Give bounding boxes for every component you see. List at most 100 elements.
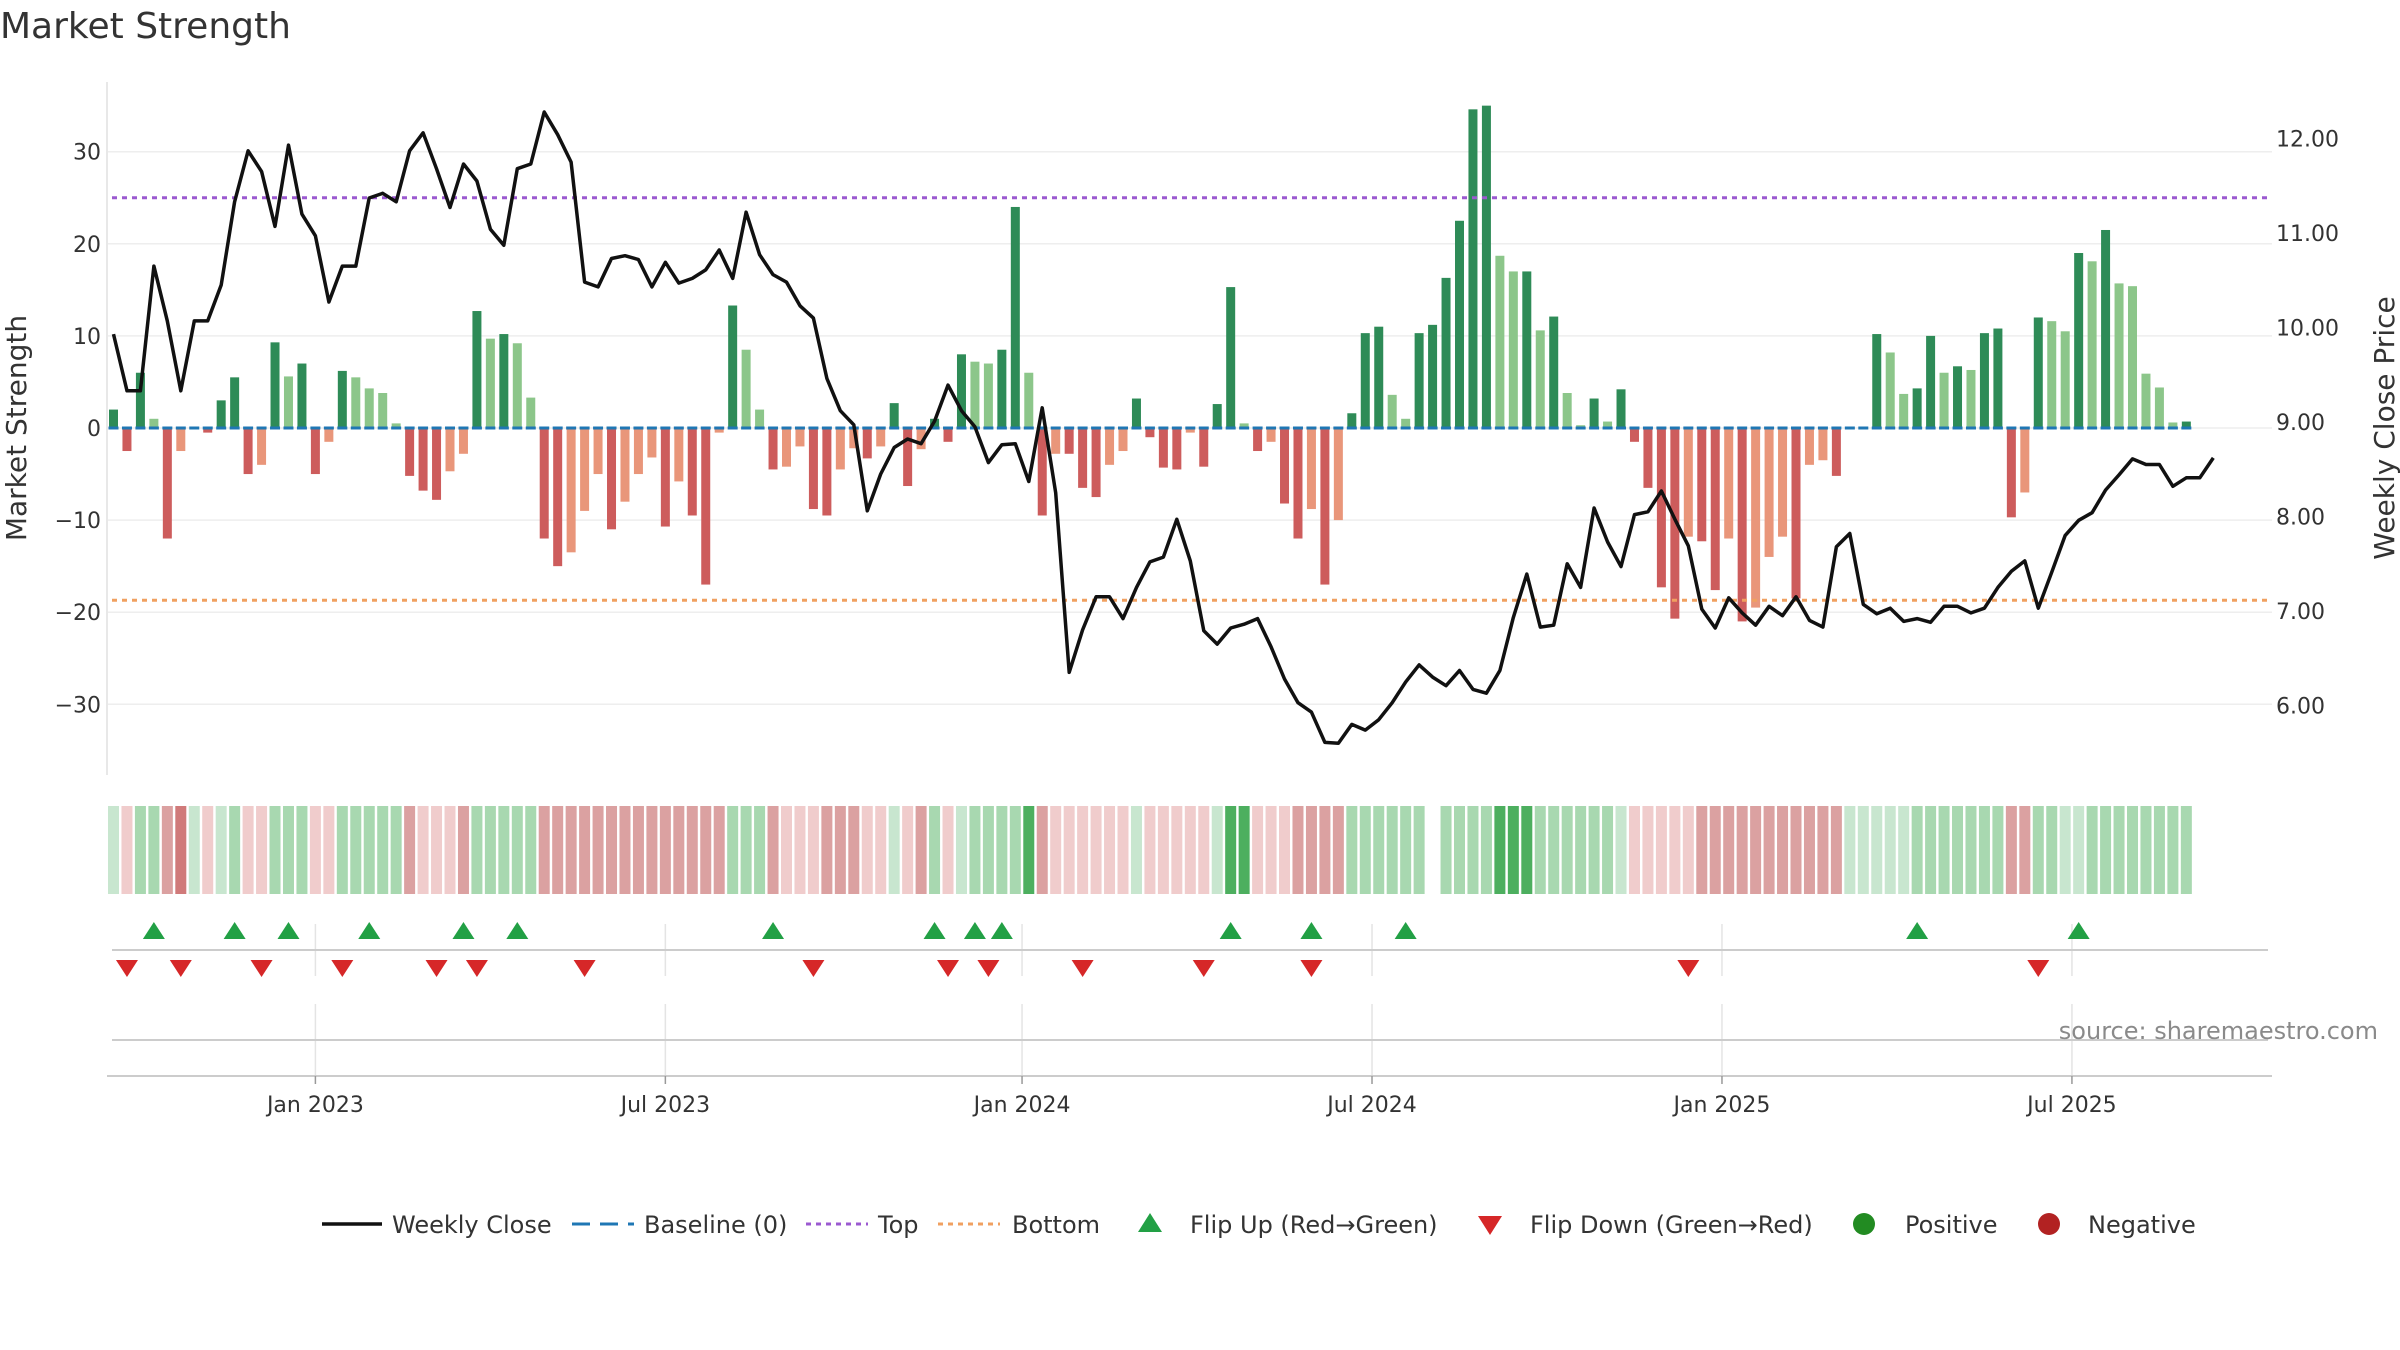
heat-cell: [471, 806, 483, 894]
heat-cell: [2167, 806, 2179, 894]
legend-label-1: Baseline (0): [644, 1211, 787, 1239]
strength-bar: [1105, 428, 1115, 465]
strength-bar: [1670, 428, 1680, 619]
strength-bar: [1158, 428, 1168, 468]
heat-cell: [915, 806, 927, 894]
heat-cell: [363, 806, 375, 894]
strength-bar: [983, 363, 993, 428]
flip-down-marker: [169, 960, 192, 977]
strength-bar: [2033, 317, 2043, 428]
heat-cell: [417, 806, 429, 894]
heat-cell: [1171, 806, 1183, 894]
flip-down-marker: [1300, 960, 1323, 977]
y2-tick-label-3: 9.00: [2276, 411, 2325, 436]
heat-cell: [1615, 806, 1627, 894]
strength-bar: [808, 428, 818, 510]
heat-cell: [1238, 806, 1250, 894]
heat-cell: [1871, 806, 1883, 894]
y-axis-label: Market Strength: [0, 315, 33, 541]
weekly-close-line: [111, 110, 2215, 746]
strength-bar: [1185, 428, 1195, 433]
heat-cell: [2086, 806, 2098, 894]
strength-bar: [2006, 428, 2016, 518]
strength-bar: [714, 428, 724, 433]
heat-cell: [1655, 806, 1667, 894]
heat-cell: [1157, 806, 1169, 894]
flip-down-marker: [937, 960, 960, 977]
heat-cell: [1090, 806, 1102, 894]
heat-cell: [659, 806, 671, 894]
strength-bar: [822, 428, 832, 516]
strength-bar: [1239, 423, 1249, 428]
heat-cell: [1696, 806, 1708, 894]
heat-cell: [1790, 806, 1802, 894]
heat-cell: [807, 806, 819, 894]
strength-bar: [1643, 428, 1653, 488]
y-tick-label-1: 20: [73, 233, 101, 258]
strength-bar: [2074, 253, 2084, 428]
heat-cell: [323, 806, 335, 894]
flip-up-marker: [452, 922, 475, 939]
strength-bar: [2060, 331, 2070, 428]
x-tick-label-1: Jul 2023: [619, 1093, 711, 1118]
heat-cell: [269, 806, 281, 894]
heat-cell: [2005, 806, 2017, 894]
flip-up-marker: [223, 922, 246, 939]
heat-cell: [256, 806, 268, 894]
strength-bar: [876, 428, 886, 447]
strength-bar: [539, 428, 549, 539]
heat-cell: [1373, 806, 1385, 894]
flip-down-marker: [250, 960, 273, 977]
flip-down-marker: [977, 960, 1000, 977]
heat-cell: [1938, 806, 1950, 894]
strength-bar: [405, 428, 415, 476]
heat-cell: [2140, 806, 2152, 894]
heat-cell: [565, 806, 577, 894]
strength-bars: [109, 105, 2191, 622]
flip-down-marker: [1071, 960, 1094, 977]
strength-bar: [1508, 271, 1518, 428]
strength-bar: [943, 428, 953, 442]
strength-bar: [1885, 352, 1895, 428]
heat-strip: [108, 806, 2192, 894]
strength-bar: [2181, 421, 2191, 428]
strength-bar: [1549, 316, 1559, 428]
heat-cell: [1305, 806, 1317, 894]
heat-cell: [2113, 806, 2125, 894]
strength-bar: [1953, 366, 1963, 428]
heat-cell: [1265, 806, 1277, 894]
strength-bar: [1629, 428, 1639, 442]
heat-cell: [673, 806, 685, 894]
strength-bar: [2114, 283, 2124, 428]
strength-bar: [109, 409, 118, 428]
strength-bar: [1441, 277, 1451, 428]
flip-markers: [115, 922, 2090, 977]
strength-bar: [364, 388, 374, 428]
strength-bar: [1616, 389, 1626, 428]
chart-title: Market Strength: [0, 6, 291, 47]
strength-bar: [1562, 393, 1572, 428]
strength-bar: [230, 377, 240, 428]
heat-cell: [713, 806, 725, 894]
strength-bar: [485, 338, 495, 428]
flip-down-marker: [573, 960, 596, 977]
strength-bar: [472, 311, 482, 428]
heat-cell: [1063, 806, 1075, 894]
legend-label-7: Negative: [2088, 1211, 2196, 1239]
strength-bar: [1212, 404, 1222, 428]
strength-bar: [1414, 333, 1424, 428]
heat-cell: [1898, 806, 1910, 894]
strength-bar: [1091, 428, 1101, 498]
strength-bar: [647, 428, 657, 458]
heat-cell: [1723, 806, 1735, 894]
strength-bar: [1428, 324, 1438, 428]
heat-cell: [121, 806, 133, 894]
legend-item-5: Flip Down (Green→Red): [1478, 1211, 1813, 1239]
heat-cell: [1036, 806, 1048, 894]
strength-bar: [1926, 335, 1936, 428]
heat-cell: [1104, 806, 1116, 894]
heat-cell: [606, 806, 618, 894]
flip-down-marker: [425, 960, 448, 977]
heat-cell: [1642, 806, 1654, 894]
heat-cell: [888, 806, 900, 894]
